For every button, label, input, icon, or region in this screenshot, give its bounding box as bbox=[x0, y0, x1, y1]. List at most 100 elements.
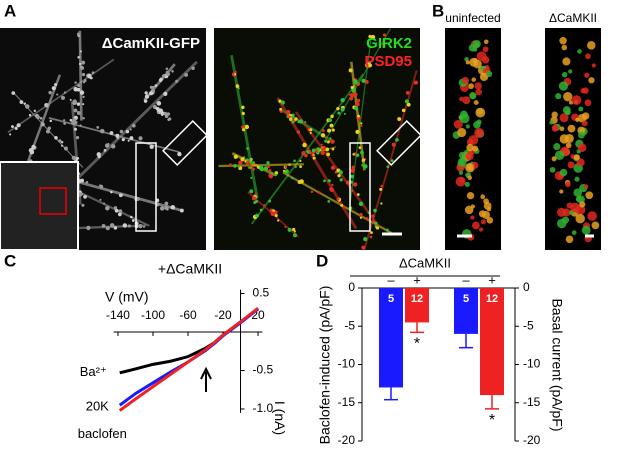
puncta bbox=[310, 190, 314, 194]
puncta bbox=[237, 165, 241, 168]
puncta bbox=[573, 154, 580, 161]
puncta bbox=[329, 137, 332, 140]
puncta bbox=[370, 231, 373, 235]
puncta bbox=[163, 91, 168, 96]
puncta bbox=[246, 158, 249, 162]
puncta bbox=[109, 131, 114, 135]
puncta bbox=[127, 139, 130, 142]
puncta bbox=[76, 87, 81, 92]
puncta bbox=[385, 228, 389, 232]
puncta bbox=[251, 196, 257, 201]
puncta bbox=[457, 127, 467, 138]
puncta bbox=[328, 118, 332, 122]
puncta bbox=[125, 129, 130, 134]
puncta bbox=[96, 126, 100, 129]
puncta bbox=[559, 168, 568, 177]
roi-box bbox=[135, 142, 157, 232]
puncta bbox=[468, 135, 479, 145]
puncta bbox=[356, 193, 360, 196]
puncta bbox=[274, 173, 278, 177]
puncta bbox=[287, 227, 292, 232]
puncta bbox=[363, 164, 368, 169]
puncta bbox=[291, 176, 294, 180]
puncta bbox=[45, 129, 51, 134]
puncta bbox=[298, 119, 304, 124]
puncta bbox=[584, 99, 592, 107]
puncta bbox=[458, 151, 467, 159]
bar bbox=[480, 288, 504, 396]
puncta bbox=[35, 114, 40, 120]
puncta bbox=[11, 91, 16, 95]
puncta bbox=[353, 106, 359, 111]
puncta bbox=[390, 159, 394, 163]
puncta bbox=[356, 98, 361, 103]
puncta bbox=[453, 119, 463, 129]
puncta bbox=[25, 104, 30, 109]
puncta bbox=[127, 224, 131, 228]
puncta bbox=[340, 97, 345, 103]
puncta bbox=[587, 211, 597, 221]
puncta bbox=[149, 144, 154, 149]
puncta bbox=[575, 117, 580, 123]
puncta bbox=[165, 67, 169, 70]
puncta bbox=[75, 135, 80, 140]
puncta bbox=[76, 102, 81, 106]
puncta bbox=[234, 73, 237, 76]
puncta bbox=[324, 139, 328, 143]
puncta bbox=[278, 99, 282, 103]
puncta bbox=[561, 44, 568, 51]
puncta bbox=[114, 208, 119, 213]
puncta bbox=[105, 225, 110, 231]
puncta bbox=[554, 150, 565, 160]
puncta bbox=[359, 216, 363, 219]
puncta bbox=[352, 182, 358, 187]
puncta bbox=[556, 207, 567, 217]
puncta bbox=[360, 150, 364, 155]
puncta bbox=[99, 184, 102, 187]
puncta bbox=[465, 124, 470, 129]
puncta bbox=[404, 99, 409, 104]
puncta bbox=[105, 205, 110, 211]
puncta bbox=[361, 245, 366, 250]
puncta bbox=[74, 120, 78, 125]
puncta bbox=[71, 155, 76, 160]
puncta bbox=[358, 146, 362, 150]
puncta bbox=[574, 176, 580, 182]
puncta bbox=[309, 128, 313, 132]
puncta bbox=[266, 161, 270, 165]
puncta bbox=[79, 50, 82, 53]
puncta bbox=[585, 53, 591, 60]
x-tick-label: -60 bbox=[179, 308, 197, 322]
puncta bbox=[237, 87, 240, 90]
puncta bbox=[478, 210, 486, 218]
y-tick-label: -10 bbox=[338, 357, 356, 371]
puncta bbox=[368, 63, 372, 68]
y-tick-label: 0 bbox=[348, 280, 355, 294]
puncta bbox=[82, 103, 85, 106]
puncta bbox=[474, 42, 480, 48]
puncta bbox=[486, 217, 494, 224]
puncta bbox=[382, 39, 386, 42]
puncta bbox=[82, 117, 85, 120]
x-axis-label: V (mV) bbox=[105, 289, 149, 305]
puncta bbox=[309, 131, 312, 135]
puncta bbox=[558, 81, 569, 91]
image-label: GIRK2 bbox=[366, 35, 412, 52]
puncta bbox=[299, 165, 302, 169]
puncta bbox=[157, 111, 160, 114]
dendrite bbox=[325, 28, 391, 140]
puncta bbox=[339, 178, 343, 182]
puncta bbox=[144, 94, 150, 99]
puncta bbox=[85, 181, 89, 184]
puncta bbox=[28, 113, 32, 117]
puncta bbox=[361, 158, 366, 162]
puncta bbox=[464, 57, 469, 62]
puncta bbox=[297, 180, 302, 184]
puncta bbox=[474, 82, 482, 90]
puncta bbox=[350, 174, 355, 179]
puncta bbox=[16, 123, 21, 128]
puncta bbox=[343, 112, 346, 115]
puncta bbox=[465, 60, 470, 65]
puncta bbox=[23, 102, 26, 105]
